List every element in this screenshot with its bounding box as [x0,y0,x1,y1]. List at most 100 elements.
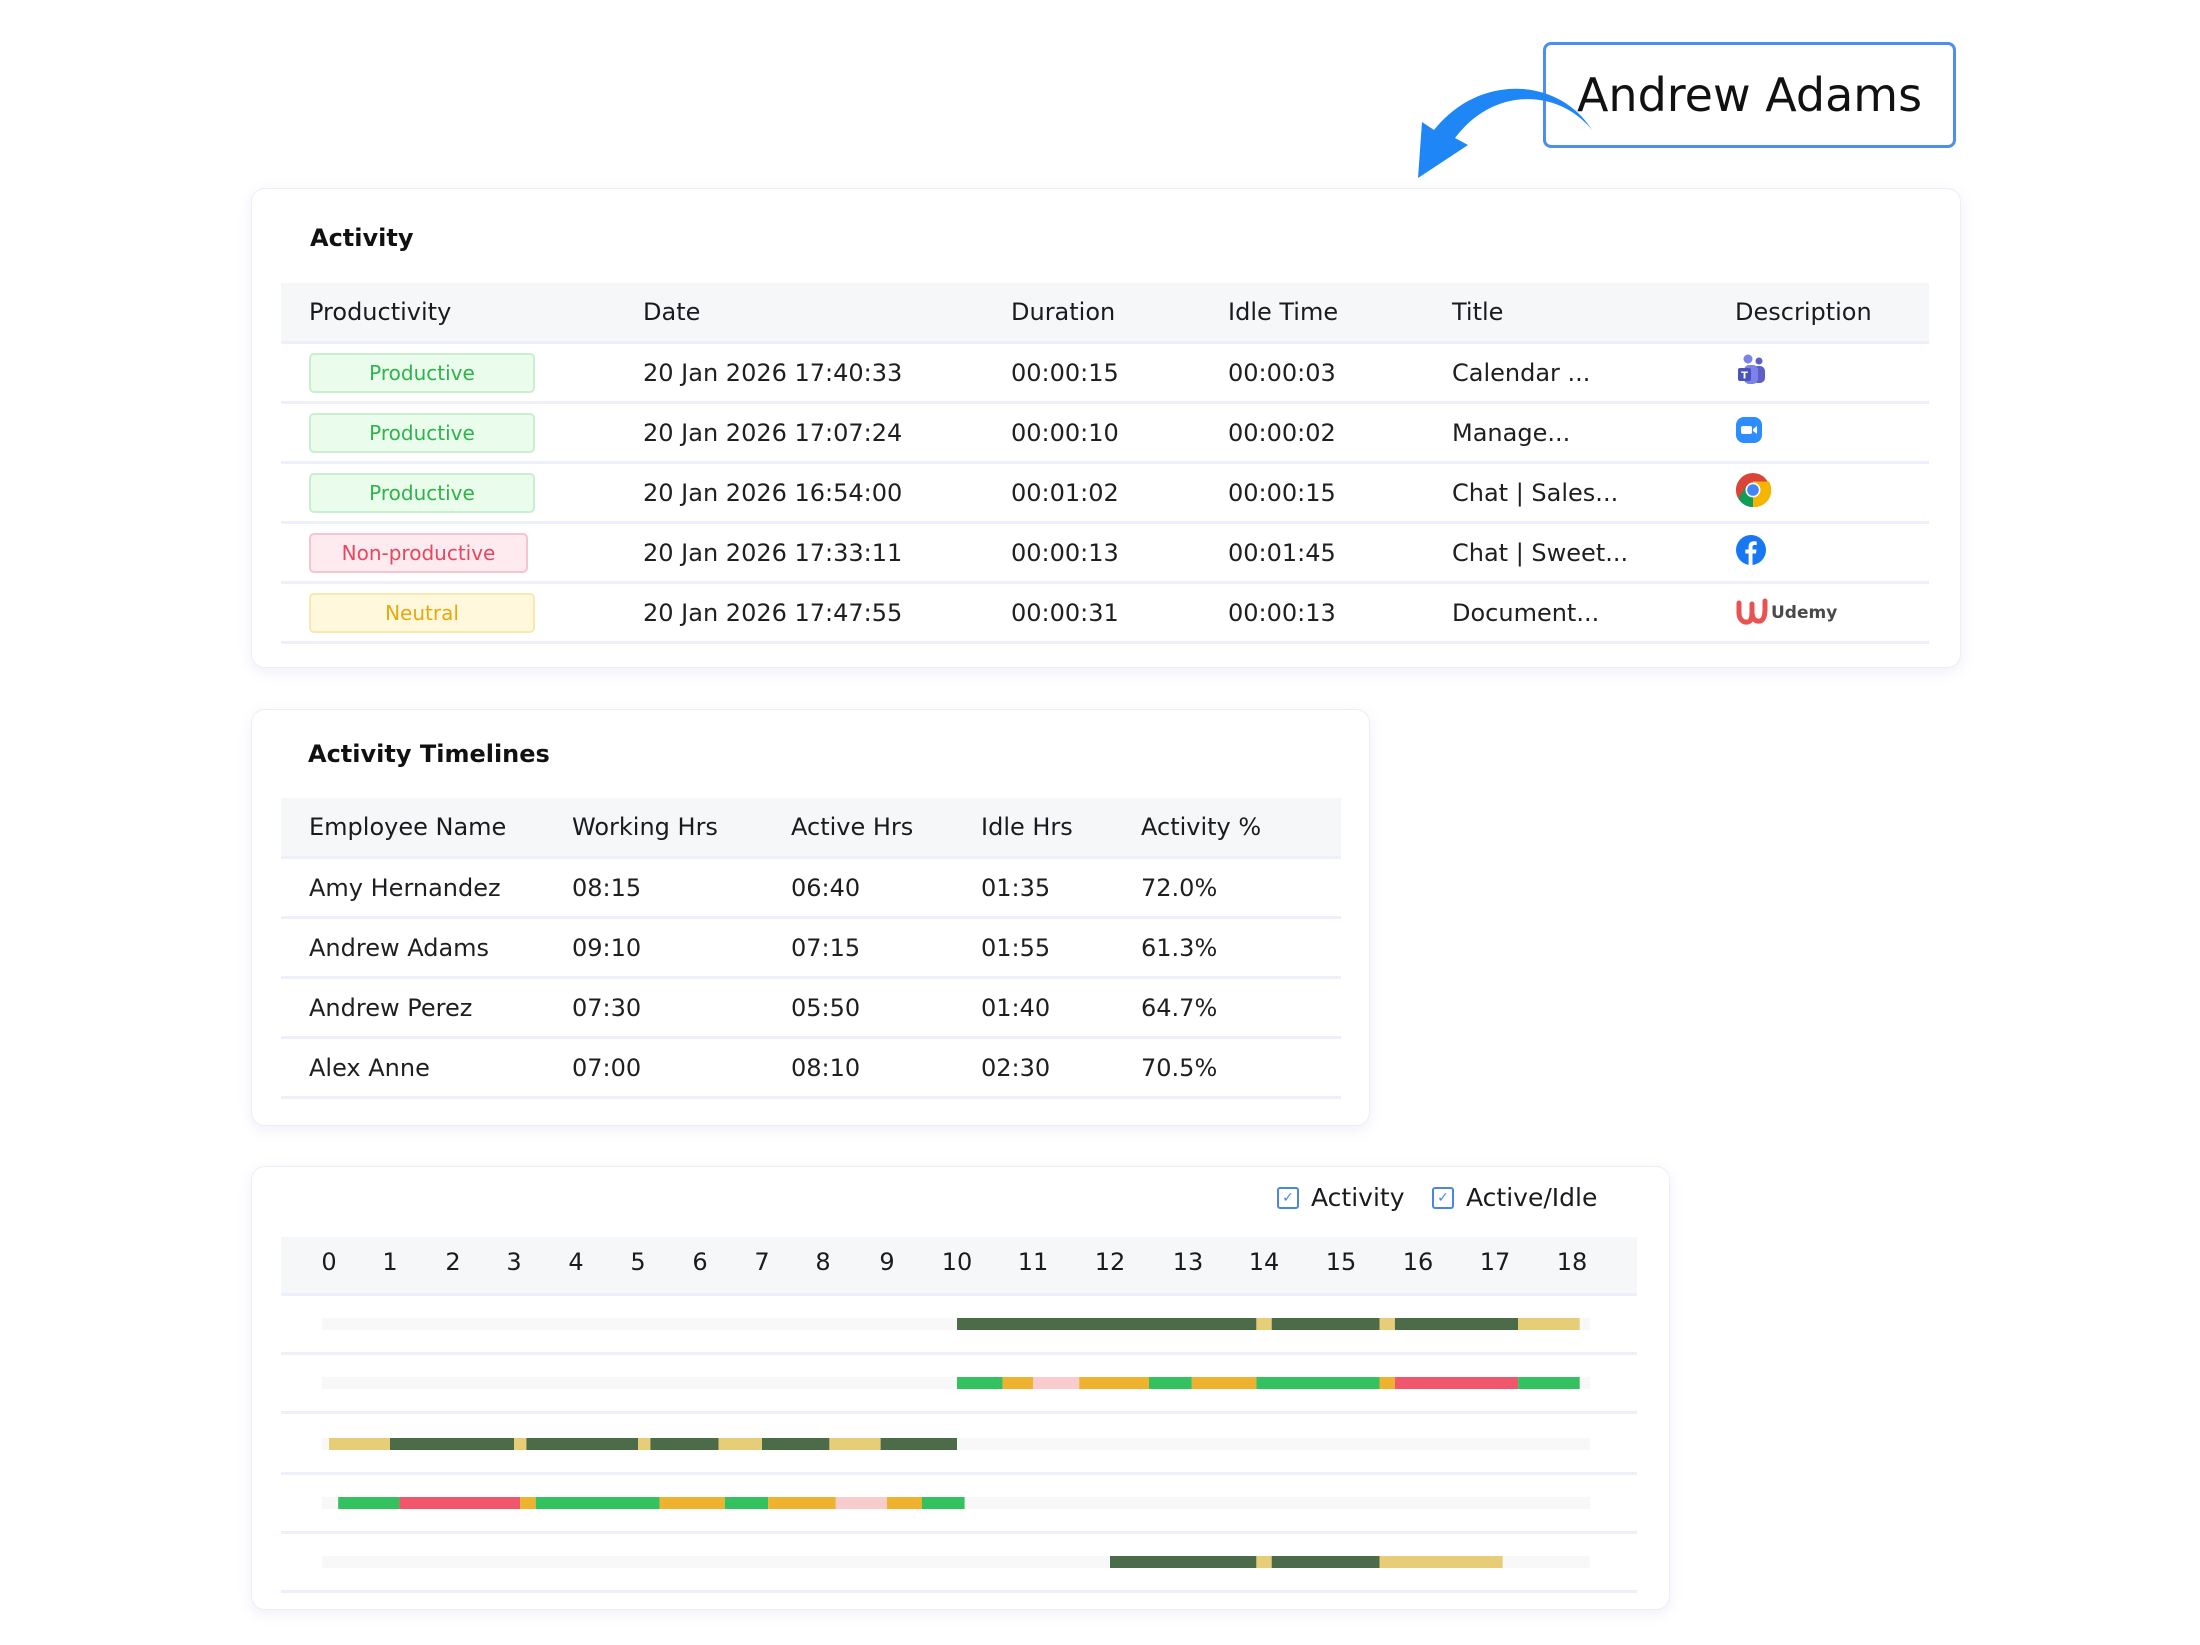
timeline-segment-productive[interactable] [922,1497,965,1509]
timeline-segment-productive[interactable] [724,1497,769,1509]
timeline-segment-active[interactable] [1394,1318,1519,1330]
hour-tick-label: 16 [1402,1248,1434,1276]
col-productivity[interactable]: Productivity [281,283,643,344]
timeline-segment-active[interactable] [650,1438,719,1450]
idle-hrs-cell: 01:35 [981,857,1141,919]
legend-active-idle[interactable]: ✓ Active/Idle [1432,1183,1597,1212]
timeline-segment-active[interactable] [957,1318,1257,1330]
col-description[interactable]: Description [1735,283,1929,344]
col-activity-percent[interactable]: Activity % [1141,798,1341,859]
idle-hrs-cell: 01:55 [981,917,1141,979]
active-hrs-cell: 08:10 [791,1037,981,1099]
productivity-badge: Productive [309,412,535,453]
row-divider [281,1472,1637,1475]
productivity-cell: Neutral [281,582,643,644]
employee-name-cell: Andrew Perez [281,977,572,1039]
timeline-segment-productive[interactable] [1518,1377,1580,1389]
col-duration[interactable]: Duration [1011,283,1228,344]
timeline-segment-idle[interactable] [1256,1318,1272,1330]
legend-activity-label: Activity [1311,1183,1405,1212]
timeline-segment-neutral[interactable] [1079,1377,1149,1389]
hour-tick-label: 17 [1479,1248,1511,1276]
hour-tick-label: 15 [1325,1248,1357,1276]
col-employee-name[interactable]: Employee Name [281,798,572,859]
timeline-segment-idle[interactable] [1256,1556,1272,1568]
timeline-segment-active[interactable] [526,1438,638,1450]
hour-tick-label: 4 [568,1248,584,1276]
timeline-segment-idle[interactable] [514,1438,527,1450]
timeline-segment-idle[interactable] [1518,1318,1580,1330]
timeline-segment-neutral[interactable] [887,1497,922,1509]
timeline-segment-neutral[interactable] [1379,1377,1395,1389]
checkbox-checked-icon[interactable]: ✓ [1432,1186,1454,1209]
timeline-segment-active[interactable] [762,1438,830,1450]
timeline-row[interactable]: Andrew Adams 09:10 07:15 01:55 61.3% [281,917,1341,979]
timeline-segment-idle[interactable] [829,1438,881,1450]
activity-row[interactable]: Non-productive 20 Jan 2026 17:33:11 00:0… [281,522,1929,584]
timeline-segment-neutral[interactable] [520,1497,536,1509]
col-date[interactable]: Date [643,283,1011,344]
timeline-segment-neutral[interactable] [1002,1377,1033,1389]
timeline-segment-productive[interactable] [1149,1377,1192,1389]
timeline-row[interactable]: Andrew Perez 07:30 05:50 01:40 64.7% [281,977,1341,1039]
timeline-segment-productive[interactable] [338,1497,400,1509]
timeline-segment-active[interactable] [390,1438,514,1450]
timeline-segment-idle[interactable] [638,1438,651,1450]
activity-row[interactable]: Productive 20 Jan 2026 17:07:24 00:00:10… [281,402,1929,464]
timeline-segment-neutral[interactable] [659,1497,725,1509]
duration-cell: 00:00:15 [1011,342,1228,404]
employee-name-cell: Alex Anne [281,1037,572,1099]
description-cell: Udemy [1735,582,1929,644]
timeline-segment-idle[interactable] [329,1438,390,1450]
timelines-table: Employee Name Working Hrs Active Hrs Idl… [281,798,1341,1099]
description-cell [1735,402,1929,464]
activity-row[interactable]: Productive 20 Jan 2026 16:54:00 00:01:02… [281,462,1929,524]
timeline-row[interactable]: Alex Anne 07:00 08:10 02:30 70.5% [281,1037,1341,1099]
activity-row[interactable]: Productive 20 Jan 2026 17:40:33 00:00:15… [281,342,1929,404]
timeline-segment-active[interactable] [1271,1556,1380,1568]
timeline-segment-idle[interactable] [1379,1556,1503,1568]
timeline-segment-unproductive_light[interactable] [1033,1377,1080,1389]
active-hrs-cell: 07:15 [791,917,981,979]
timeline-segment-productive[interactable] [535,1497,660,1509]
hour-tick-label: 1 [382,1248,398,1276]
row-divider [281,1352,1637,1355]
col-idle-hrs[interactable]: Idle Hrs [981,798,1141,859]
timeline-segment-productive[interactable] [1256,1377,1380,1389]
timeline-segment-productive[interactable] [957,1377,1003,1389]
timeline-row[interactable]: Amy Hernandez 08:15 06:40 01:35 72.0% [281,857,1341,919]
hour-tick-label: 8 [815,1248,831,1276]
timeline-segment-neutral[interactable] [768,1497,836,1509]
col-idle-time[interactable]: Idle Time [1228,283,1452,344]
activity-percent-cell: 70.5% [1141,1037,1341,1099]
col-active-hrs[interactable]: Active Hrs [791,798,981,859]
timeline-segment-active[interactable] [1271,1318,1380,1330]
hour-tick-label: 3 [506,1248,522,1276]
activity-percent-cell: 72.0% [1141,857,1341,919]
checkbox-checked-icon[interactable]: ✓ [1277,1186,1299,1209]
zoom-icon [1735,416,1763,450]
svg-text:T: T [1741,370,1748,381]
col-working-hrs[interactable]: Working Hrs [572,798,791,859]
working-hrs-cell: 08:15 [572,857,791,919]
legend-activity[interactable]: ✓ Activity [1277,1183,1405,1212]
legend-active-idle-label: Active/Idle [1466,1183,1598,1212]
active-hrs-cell: 05:50 [791,977,981,1039]
timeline-segment-active[interactable] [880,1438,957,1450]
timeline-segment-unproductive_light[interactable] [835,1497,887,1509]
timeline-segment-neutral[interactable] [1191,1377,1257,1389]
timeline-segment-non_productive[interactable] [399,1497,521,1509]
idle-hrs-cell: 02:30 [981,1037,1141,1099]
idle-time-cell: 00:00:15 [1228,462,1452,524]
activity-row[interactable]: Neutral 20 Jan 2026 17:47:55 00:00:31 00… [281,582,1929,644]
productivity-cell: Non-productive [281,522,643,584]
timeline-segment-non_productive[interactable] [1394,1377,1519,1389]
productivity-cell: Productive [281,402,643,464]
idle-time-cell: 00:01:45 [1228,522,1452,584]
timeline-segment-idle[interactable] [1379,1318,1395,1330]
timeline-segment-active[interactable] [1110,1556,1257,1568]
employee-name-cell: Andrew Adams [281,917,572,979]
timeline-segment-idle[interactable] [718,1438,762,1450]
col-title[interactable]: Title [1452,283,1735,344]
facebook-icon [1735,534,1767,572]
